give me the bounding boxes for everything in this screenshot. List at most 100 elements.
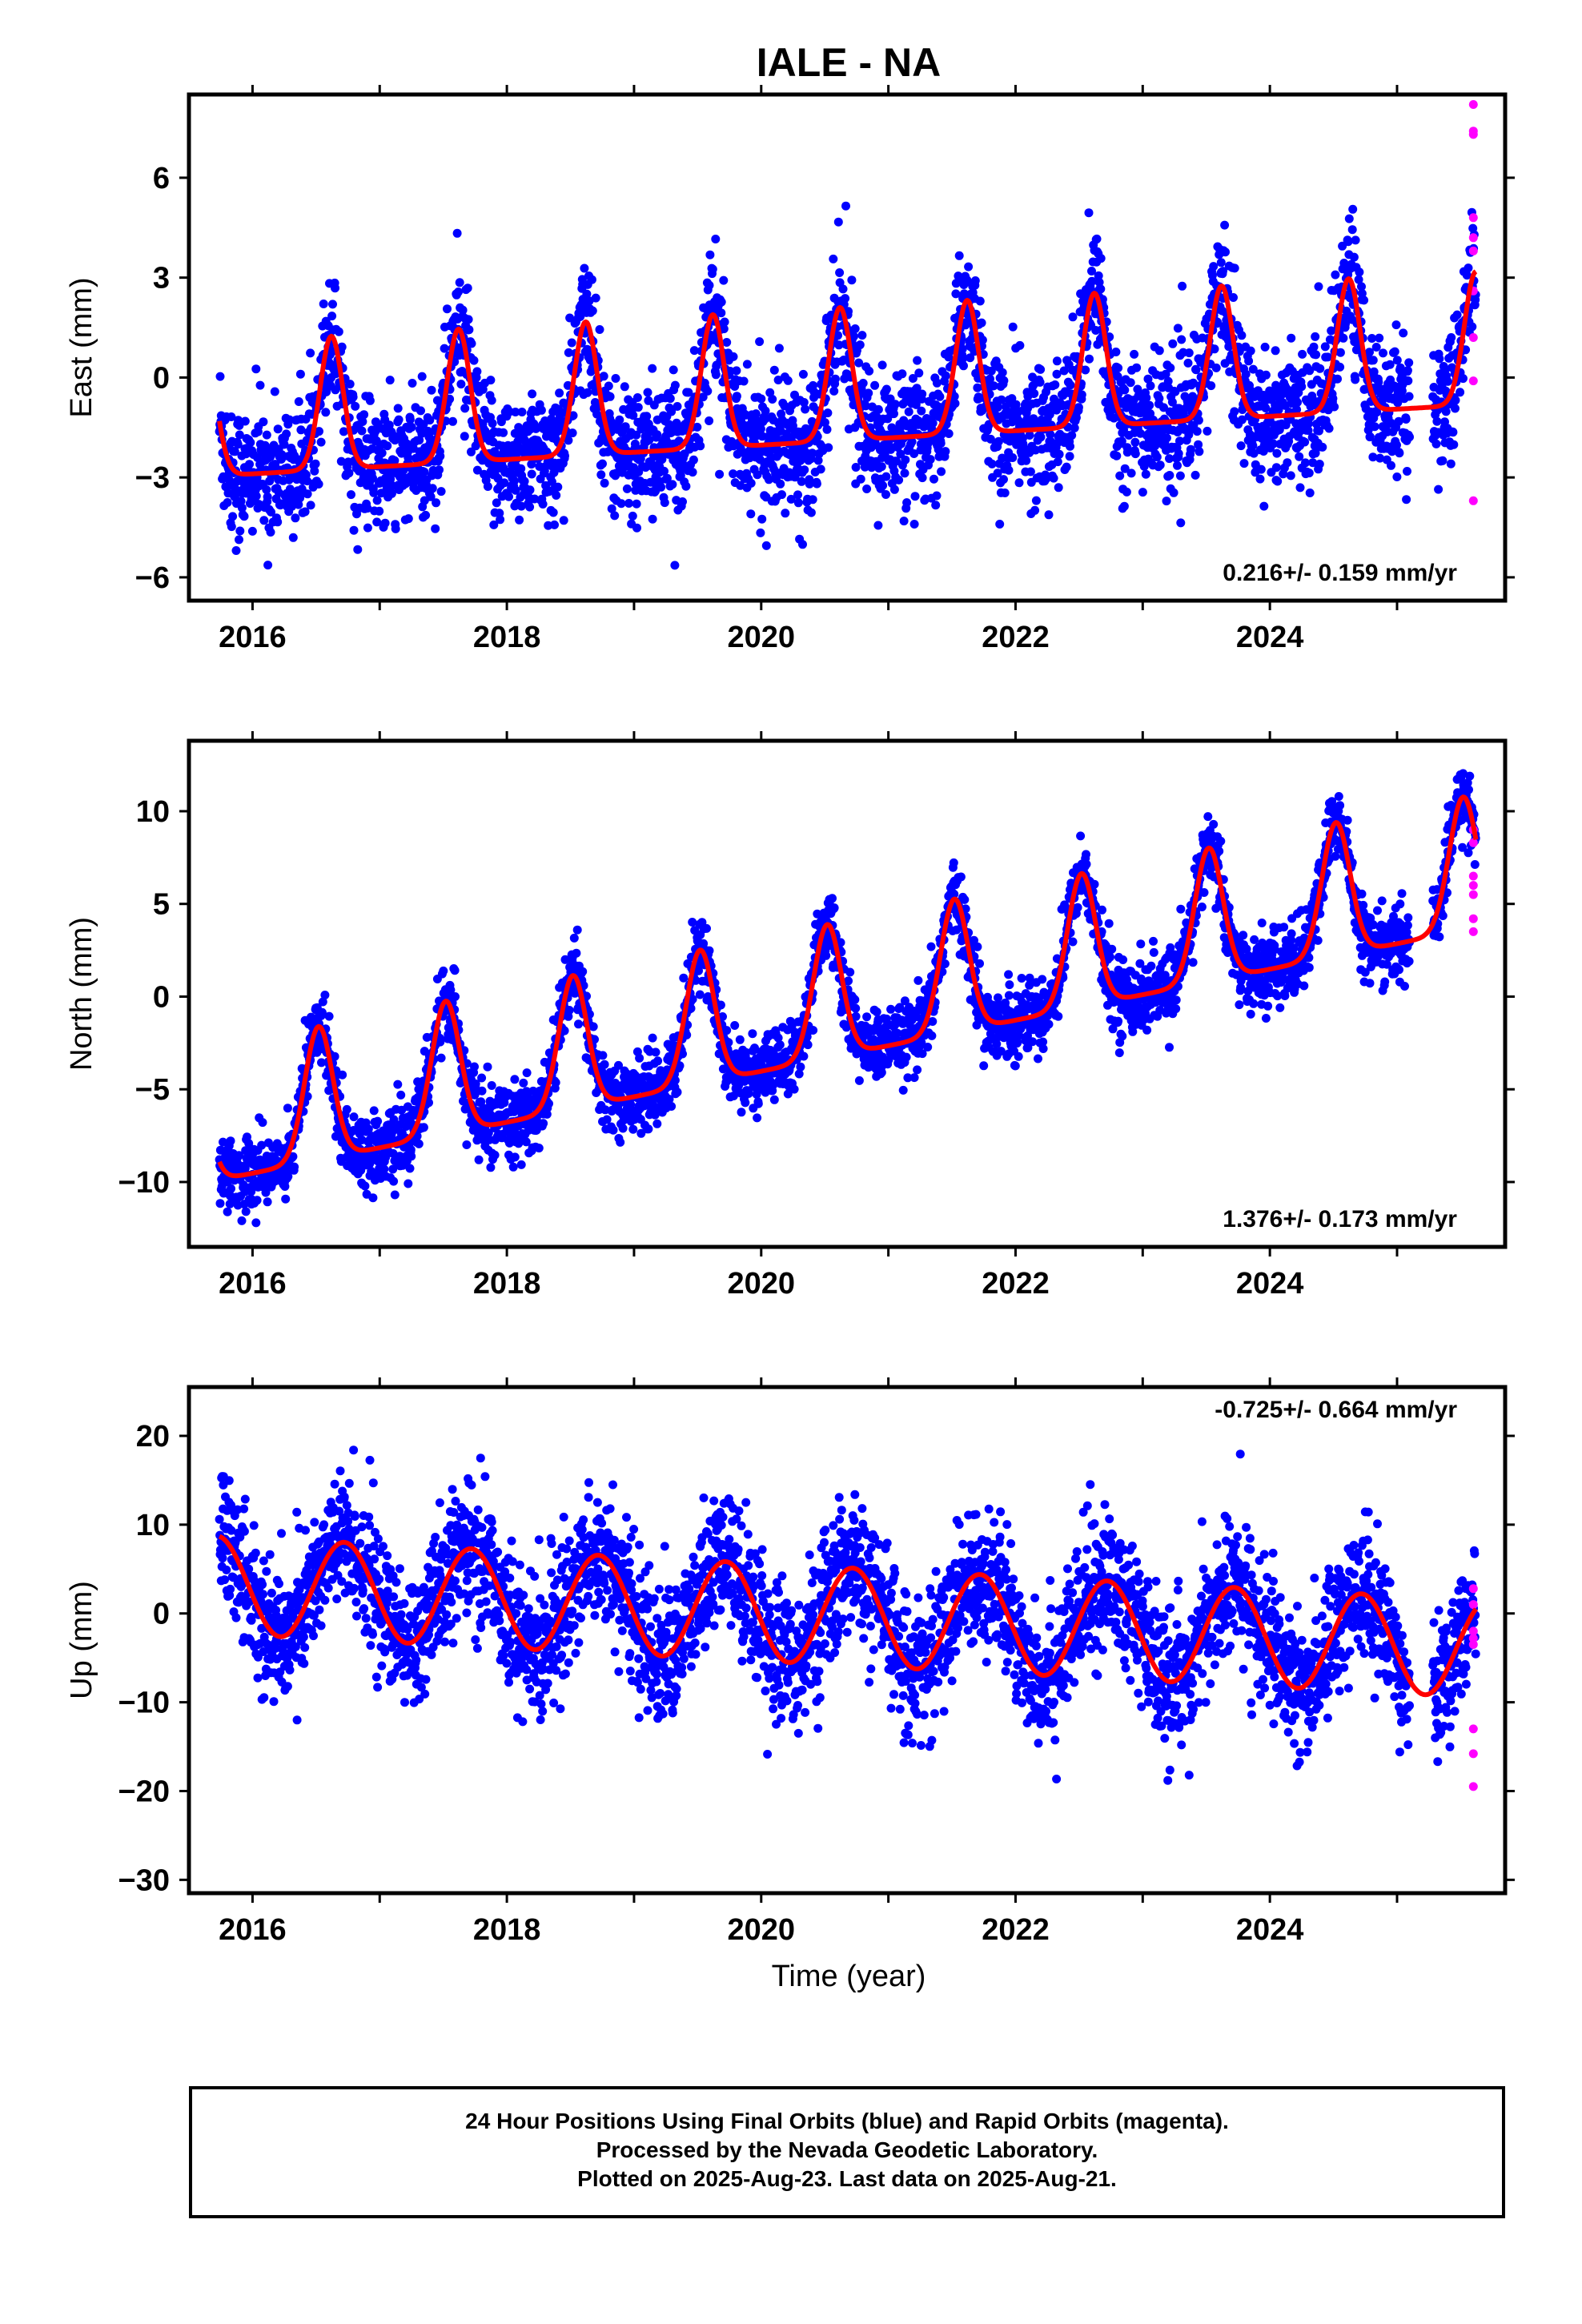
final-orbit-points [215, 201, 1480, 570]
data-point [632, 430, 641, 440]
data-point [464, 325, 474, 335]
data-point [644, 1124, 653, 1134]
rapid-point [1468, 496, 1478, 505]
data-point [251, 364, 261, 374]
data-point [632, 393, 642, 402]
data-point [689, 346, 699, 356]
data-point [227, 522, 236, 532]
data-point [1335, 348, 1345, 357]
data-point [483, 1062, 492, 1072]
data-point [239, 512, 249, 521]
data-point [1066, 380, 1075, 390]
data-point [705, 280, 714, 290]
data-point [622, 484, 632, 493]
x-tick-label: 2024 [1236, 621, 1304, 654]
data-point [889, 485, 899, 494]
data-point [516, 501, 526, 511]
data-point [407, 1152, 416, 1161]
data-point [862, 485, 872, 493]
data-point [897, 369, 907, 379]
data-point [493, 473, 503, 483]
data-point [660, 466, 669, 476]
data-point [764, 475, 773, 485]
data-point [907, 437, 917, 447]
data-point [657, 455, 667, 464]
data-point [1315, 460, 1324, 468]
data-point [1305, 489, 1315, 497]
data-point [486, 376, 496, 385]
data-point [511, 408, 520, 416]
data-point [520, 476, 529, 486]
data-point [1186, 444, 1195, 454]
data-point [1348, 204, 1358, 214]
data-point [344, 468, 354, 478]
data-point [769, 365, 779, 375]
data-point [568, 411, 578, 420]
data-point [488, 419, 497, 428]
data-point [761, 406, 770, 416]
data-point [608, 1125, 618, 1135]
data-point [786, 494, 796, 504]
data-point [805, 479, 814, 489]
data-point [806, 508, 816, 517]
data-point [241, 1207, 251, 1216]
data-point [850, 324, 860, 333]
data-point [215, 372, 225, 381]
data-point [251, 491, 261, 501]
data-point [464, 315, 473, 324]
data-point [303, 489, 312, 499]
chart-title: IALE - NA [757, 40, 942, 85]
data-point [768, 395, 777, 404]
data-point [632, 523, 641, 533]
data-point [1077, 390, 1086, 400]
data-point [527, 469, 536, 479]
data-point [1404, 392, 1414, 401]
data-point [781, 509, 790, 518]
data-point [324, 1011, 334, 1021]
data-point [776, 479, 785, 489]
data-point [813, 456, 823, 465]
rapid-point [1468, 246, 1478, 255]
data-point [262, 485, 271, 494]
data-point [824, 443, 833, 452]
data-point [932, 378, 942, 388]
data-point [865, 366, 874, 376]
data-point [719, 275, 729, 285]
data-point [1438, 456, 1447, 465]
data-point [975, 296, 985, 306]
data-point [935, 392, 945, 401]
data-point [1435, 354, 1444, 364]
data-point [1112, 451, 1122, 460]
data-point [431, 524, 440, 533]
data-point [729, 469, 738, 479]
data-point [1008, 453, 1018, 462]
data-point [1030, 505, 1040, 515]
data-point [1314, 282, 1323, 292]
data-point [1162, 497, 1171, 506]
data-point [797, 476, 806, 486]
data-point [1403, 366, 1412, 376]
data-point [1446, 459, 1456, 468]
data-point [851, 463, 861, 472]
data-point [432, 498, 441, 508]
data-point [693, 422, 702, 432]
data-point [756, 528, 765, 537]
data-point [628, 1124, 638, 1134]
data-point [495, 509, 504, 518]
data-point [674, 436, 684, 446]
data-point [1448, 428, 1458, 437]
data-point [820, 418, 829, 428]
data-point [417, 372, 427, 381]
data-point [936, 439, 946, 448]
data-point [1130, 437, 1140, 447]
data-point [977, 318, 986, 328]
data-point [873, 521, 883, 530]
data-point [227, 1184, 235, 1193]
data-point [829, 386, 839, 396]
data-point [607, 504, 616, 513]
data-point [756, 424, 765, 434]
data-point [510, 476, 519, 485]
data-point [1074, 403, 1083, 412]
data-point [1239, 459, 1249, 468]
